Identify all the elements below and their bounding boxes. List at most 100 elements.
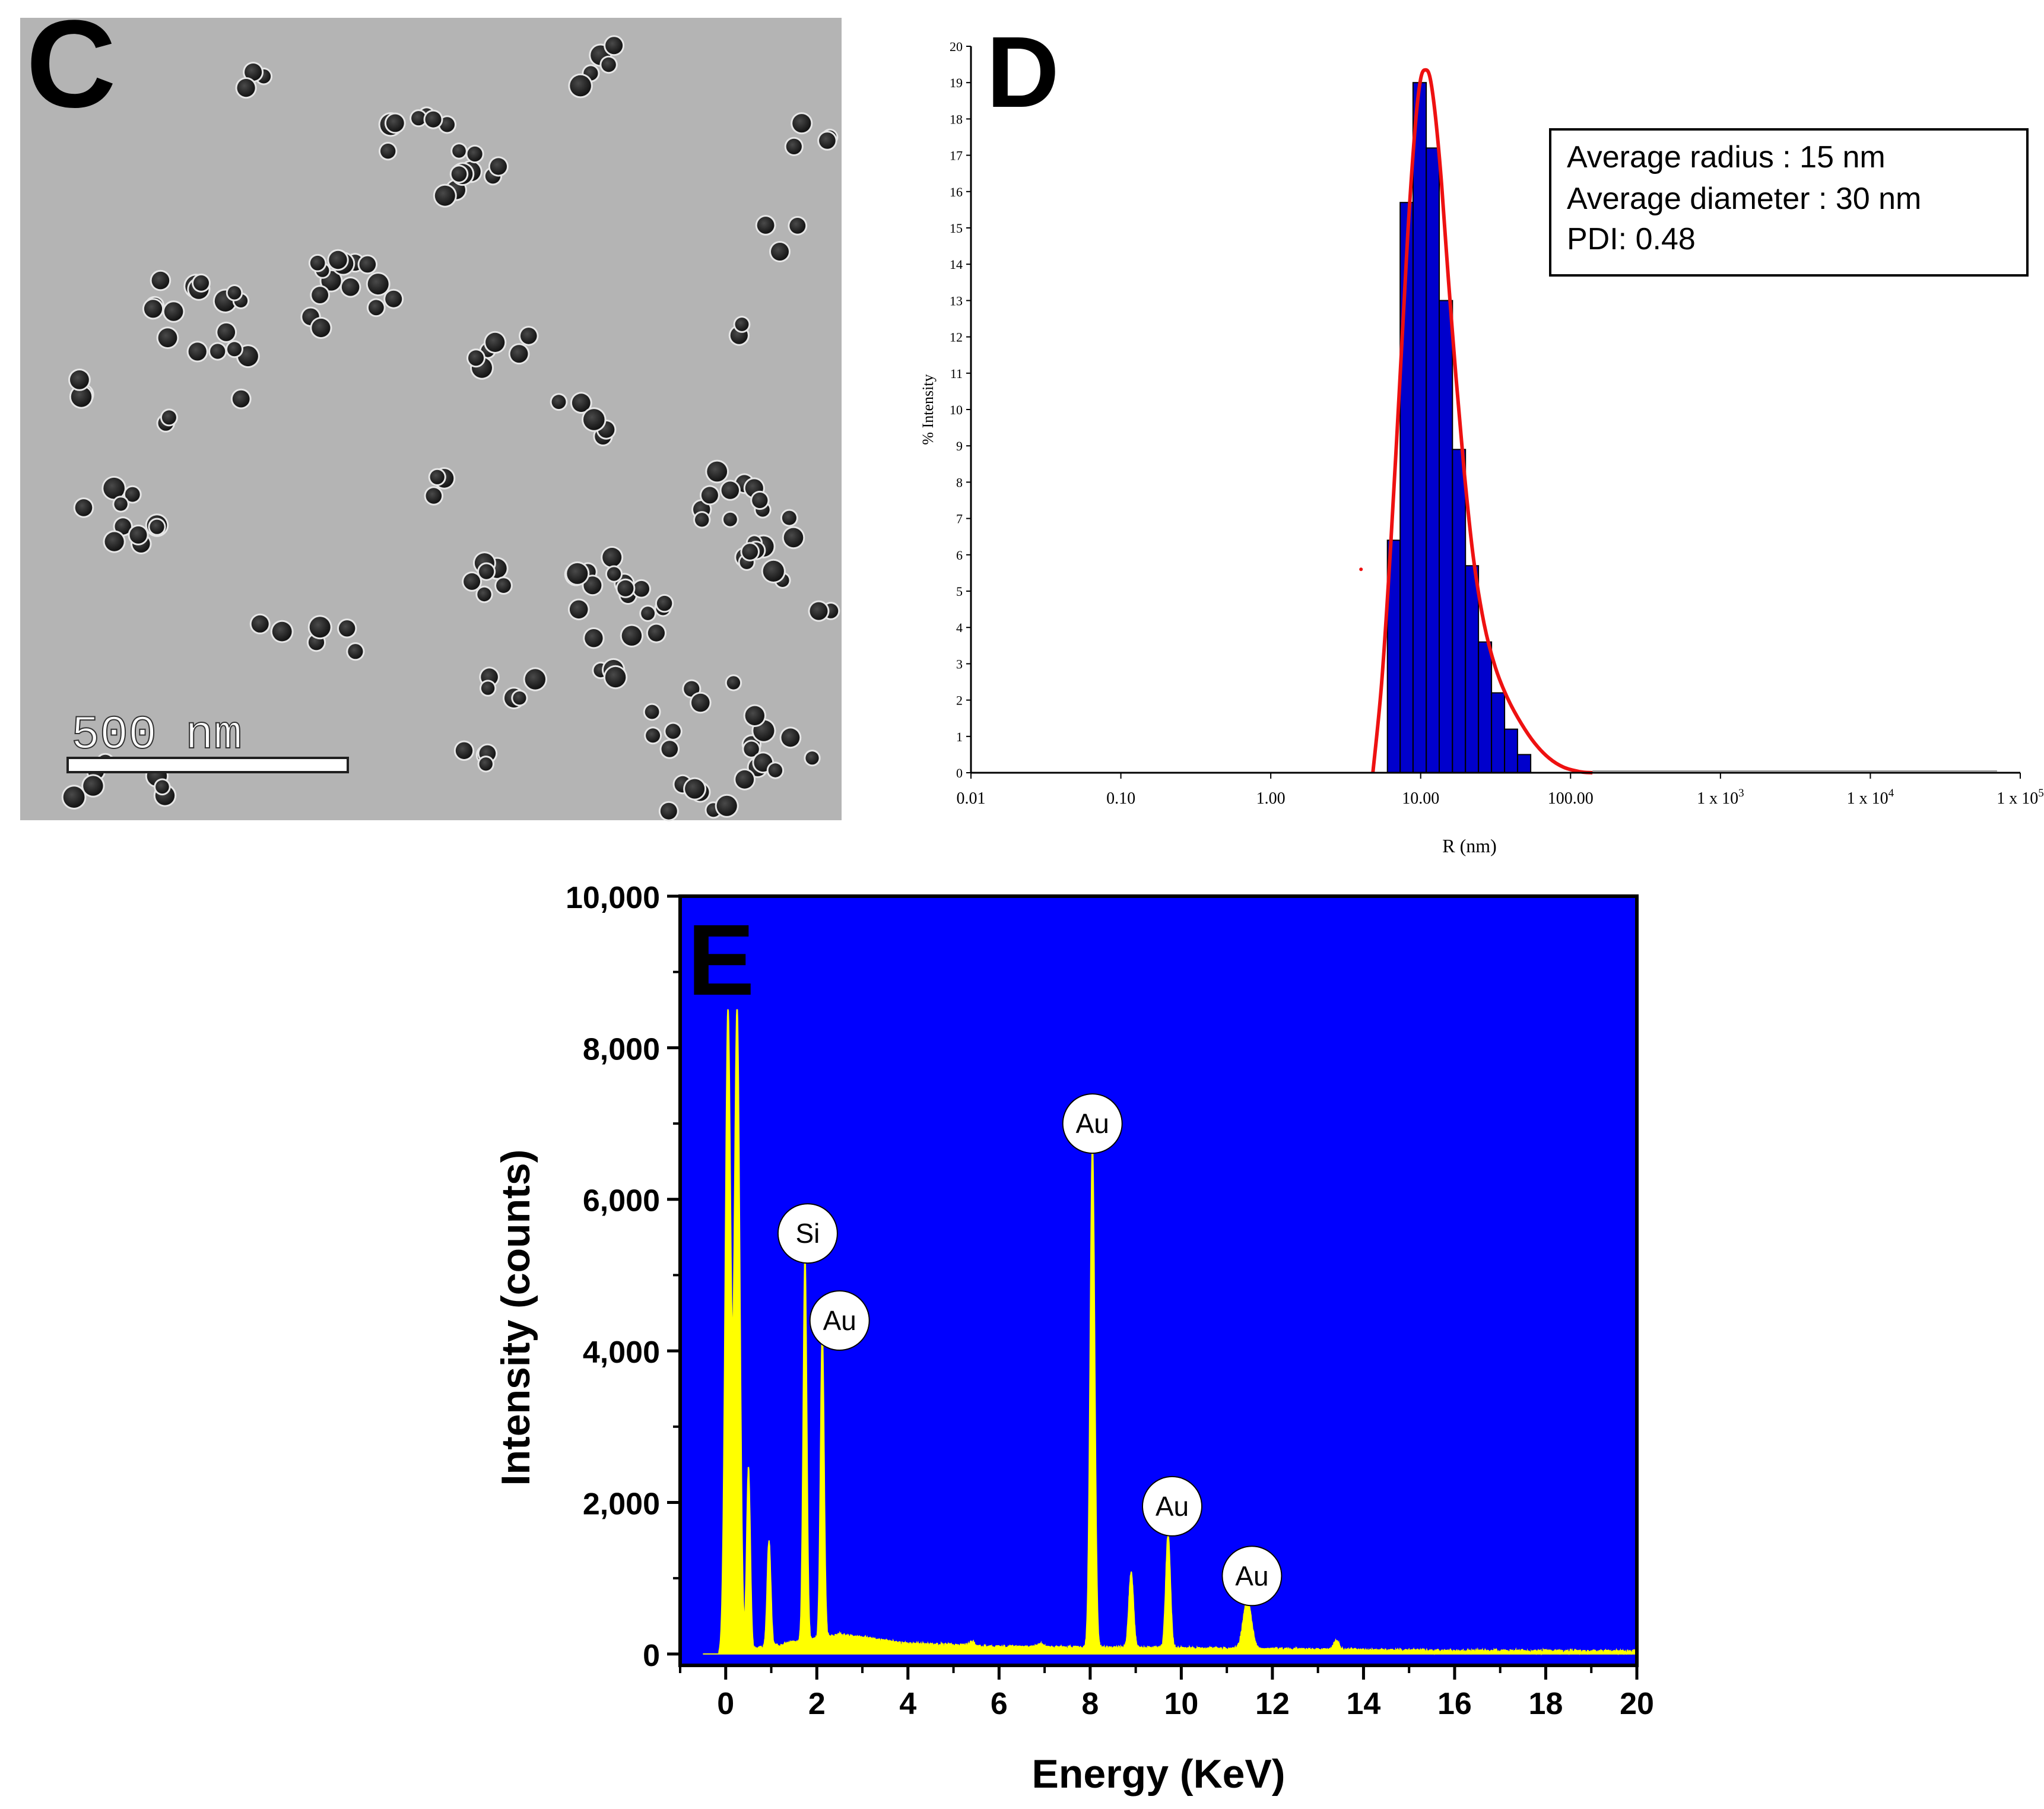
eds-y-tick-label: 2,000	[583, 1487, 660, 1521]
dls-y-tick-label: 12	[950, 330, 963, 345]
nanoparticle	[496, 578, 511, 593]
nanoparticle	[479, 564, 494, 579]
panel-c-letter: C	[26, 0, 116, 134]
nanoparticle	[792, 114, 811, 133]
nanoparticle	[103, 477, 125, 499]
peak-label-bubble	[1221, 1545, 1283, 1607]
dls-x-tick-label: 1 x 103	[1697, 787, 1744, 808]
nanoparticle	[641, 607, 655, 620]
nanoparticle	[656, 595, 672, 611]
nanoparticle	[752, 492, 768, 509]
nanoparticle	[339, 620, 356, 637]
nanoparticle	[786, 138, 802, 154]
nanoparticle	[158, 328, 177, 348]
tem-micrograph-icon	[20, 18, 842, 820]
nanoparticle	[660, 802, 677, 820]
legend-line-radius: Average radius : 15 nm	[1567, 140, 1886, 174]
nanoparticle	[481, 681, 495, 695]
nanoparticle	[467, 146, 483, 162]
nanoparticle	[744, 741, 759, 757]
dls-y-tick-label: 6	[956, 548, 963, 563]
nanoparticle	[781, 728, 800, 747]
dls-bar	[1412, 82, 1427, 774]
nanoparticle	[312, 287, 328, 303]
eds-x-tick-label: 2	[808, 1687, 826, 1721]
nanoparticle	[572, 393, 591, 412]
nanoparticle	[525, 669, 545, 690]
dls-y-tick-label: 18	[950, 112, 963, 126]
nanoparticle	[115, 518, 131, 535]
dls-bar	[1465, 565, 1480, 773]
dls-stray-point	[1359, 567, 1363, 572]
nanoparticle	[805, 751, 819, 765]
eds-y-tick-label: 10,000	[566, 881, 660, 915]
nanoparticle	[75, 499, 93, 516]
dls-y-tick-label: 4	[956, 620, 963, 635]
nanoparticle	[155, 780, 169, 794]
peak-label-bubble	[809, 1290, 870, 1351]
eds-x-tick-label: 8	[1081, 1687, 1099, 1721]
nanoparticle	[150, 519, 164, 534]
nanoparticle	[810, 602, 828, 620]
eds-x-tick-label: 0	[717, 1687, 734, 1721]
dls-x-tick-label: 0.10	[1106, 789, 1135, 808]
nanoparticle	[71, 386, 92, 407]
nanoparticle	[617, 580, 634, 596]
nanoparticle	[490, 158, 507, 175]
dls-x-tick-exponent: 3	[1738, 787, 1744, 799]
eds-y-tick-label: 0	[643, 1639, 660, 1673]
nanoparticle	[188, 342, 207, 361]
dls-y-tick-label: 10	[950, 402, 963, 417]
peak-label-text: Au	[823, 1305, 856, 1336]
scale-bar	[66, 757, 349, 773]
dls-bar	[1517, 754, 1532, 774]
dls-x-tick-exponent: 4	[1889, 787, 1894, 799]
nanoparticle	[605, 37, 623, 55]
dls-y-tick-label: 2	[956, 693, 963, 708]
nanoparticle	[129, 526, 147, 544]
nanoparticle	[477, 587, 491, 602]
nanoparticle	[819, 132, 836, 149]
nanoparticle	[439, 117, 455, 132]
dls-x-tick-exponent: 5	[2038, 787, 2044, 799]
eds-plot-frame	[678, 894, 1639, 1667]
nanoparticle	[210, 344, 226, 359]
nanoparticle	[646, 728, 661, 743]
nanoparticle	[661, 741, 678, 757]
nanoparticle	[411, 111, 426, 126]
legend-line-pdi: PDI: 0.48	[1567, 222, 1696, 256]
nanoparticle	[452, 144, 466, 158]
nanoparticle	[621, 626, 642, 646]
nanoparticle	[757, 217, 775, 234]
nanoparticle	[726, 676, 741, 690]
panel-c-tem-image: C 500 nm	[20, 0, 842, 821]
nanoparticle	[425, 111, 442, 128]
nanoparticle	[104, 532, 124, 551]
eds-spectrum-line	[703, 1009, 1638, 1656]
nanoparticle	[251, 615, 269, 633]
nanoparticle	[723, 512, 737, 526]
nanoparticle	[341, 278, 360, 296]
dls-x-tick-label: 1 x 105	[1997, 787, 2044, 808]
scale-bar-label: 500 nm	[71, 709, 242, 763]
tem-particles	[61, 35, 840, 821]
nanoparticle	[227, 342, 242, 357]
nanoparticle	[426, 488, 442, 504]
nanoparticle	[430, 469, 445, 484]
dls-x-tick-label: 1.00	[1256, 789, 1286, 808]
peak-label-text: Au	[1156, 1491, 1189, 1522]
nanoparticle	[69, 370, 89, 389]
dls-x-tick-label: 10.00	[1402, 789, 1439, 808]
nanoparticle	[605, 667, 626, 688]
nanoparticle	[348, 644, 363, 659]
nanoparticle	[385, 290, 402, 307]
nanoparticle	[520, 328, 537, 344]
eds-annotations: Si Au Au Au Au	[777, 1093, 1283, 1607]
nanoparticle	[434, 185, 455, 206]
dls-x-tick-label: 100.00	[1548, 789, 1594, 808]
nanoparticle	[83, 776, 103, 796]
nanoparticle	[707, 461, 728, 482]
nanoparticle	[386, 114, 404, 132]
